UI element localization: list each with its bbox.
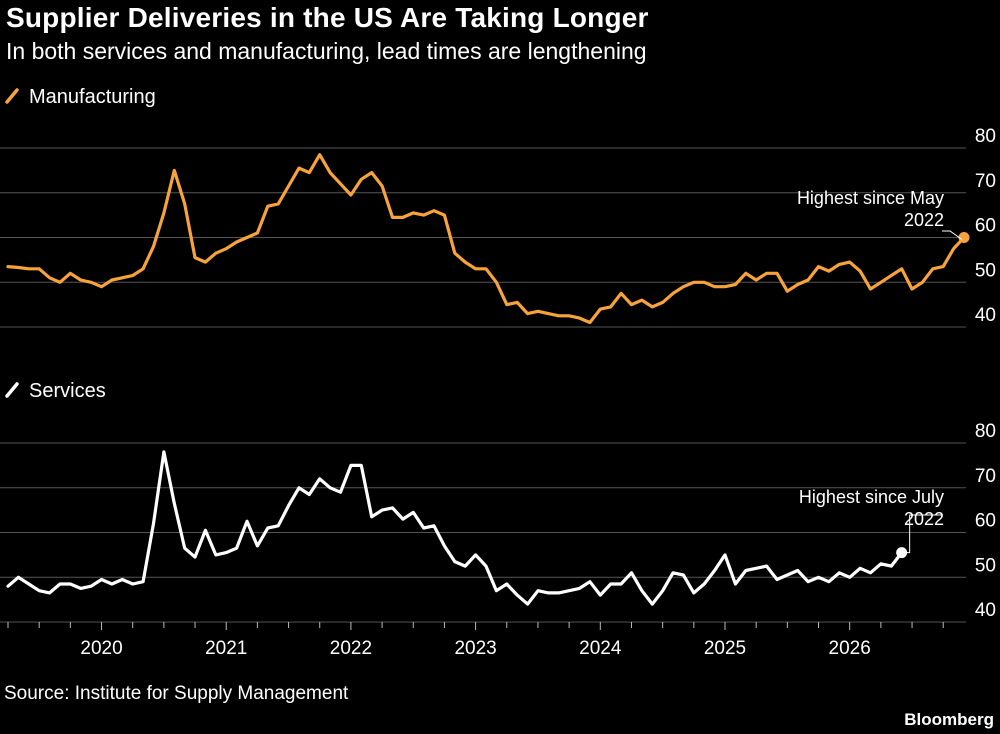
x-tick-label-2022: 2022 [330, 638, 372, 659]
x-tick-label-2020: 2020 [80, 638, 122, 659]
services-ytick-50: 50 [975, 555, 996, 576]
services-ytick-40: 40 [975, 600, 996, 621]
manufacturing-annotation-leader [942, 230, 963, 240]
series-lines [6, 153, 970, 606]
x-tick-label-2026: 2026 [829, 638, 871, 659]
chart-title: Supplier Deliveries in the US Are Taking… [6, 2, 649, 33]
x-axis: 2020 2021 2022 2023 2024 2025 2026 [7, 622, 944, 659]
manufacturing-ytick-80: 80 [975, 126, 996, 147]
legends: Manufacturing Services [5, 86, 156, 402]
manufacturing-legend-label: Manufacturing [29, 86, 156, 108]
services-end-point [896, 547, 908, 559]
manufacturing-annotation-line1: Highest since May [797, 188, 944, 208]
source-note: Source: Institute for Supply Management [4, 683, 349, 704]
manufacturing-ytick-70: 70 [975, 171, 996, 192]
services-series-line [6, 450, 904, 606]
grid-lines [0, 147, 966, 623]
manufacturing-annotation-line2: 2022 [904, 210, 944, 230]
manufacturing-series-line [6, 153, 966, 325]
manufacturing-ytick-50: 50 [975, 260, 996, 281]
services-annotation-leader [905, 514, 942, 554]
services-annotation-line1: Highest since July [799, 487, 944, 507]
manufacturing-legend-swatch [5, 88, 19, 104]
services-legend-swatch [5, 382, 19, 398]
services-ytick-70: 70 [975, 466, 996, 487]
x-tick-label-2023: 2023 [454, 638, 496, 659]
manufacturing-ytick-60: 60 [975, 216, 996, 237]
x-tick-label-2021: 2021 [205, 638, 247, 659]
services-ytick-60: 60 [975, 511, 996, 532]
services-ytick-80: 80 [975, 421, 996, 442]
y-tick-labels: 80 70 60 50 40 80 70 60 50 40 [975, 126, 996, 621]
services-annotation-line2: 2022 [904, 509, 944, 529]
x-tick-label-2025: 2025 [704, 638, 746, 659]
x-tick-label-2024: 2024 [579, 638, 622, 659]
brand-logo: Bloomberg [904, 710, 994, 729]
chart-subtitle: In both services and manufacturing, lead… [6, 38, 647, 64]
manufacturing-ytick-40: 40 [975, 305, 996, 326]
manufacturing-end-point [958, 232, 970, 243]
services-legend-label: Services [29, 380, 106, 402]
